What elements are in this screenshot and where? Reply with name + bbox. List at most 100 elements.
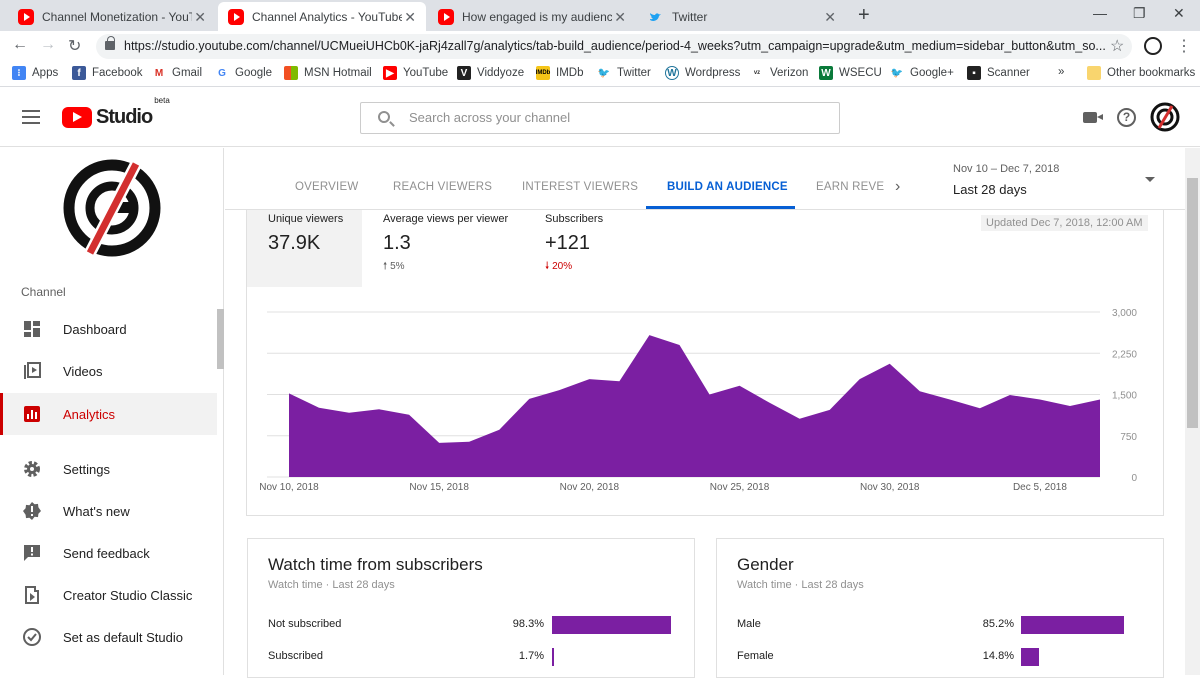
bookmark-label: IMDb: [556, 67, 584, 79]
back-arrow-icon[interactable]: ←: [12, 36, 28, 53]
bookmark-label: WSECU: [839, 67, 882, 79]
bookmark-google-plus[interactable]: 🐦 Google+: [890, 66, 954, 80]
bookmark-label: Apps: [32, 67, 59, 79]
row-label-subscribed: Subscribed: [268, 650, 324, 662]
tab-reach-viewers[interactable]: REACH VIEWERS: [393, 181, 493, 193]
create-video-camera-icon[interactable]: [1083, 112, 1103, 123]
restore-icon[interactable]: ❐: [1133, 5, 1146, 21]
browser-tab-engaged[interactable]: How engaged is my audience? - ✕: [428, 2, 636, 31]
tab-earn-revenue[interactable]: EARN REVE: [816, 181, 885, 193]
metric-label-avg-views[interactable]: Average views per viewer: [383, 213, 509, 225]
bookmark-label: Wordpress: [685, 67, 741, 79]
new-tab-plus-icon[interactable]: +: [858, 4, 870, 26]
bar-subscribed[interactable]: [552, 648, 554, 666]
sidebar-item-creator-studio-classic[interactable]: Creator Studio Classic: [0, 574, 217, 616]
sidebar-item-label: Set as default Studio: [63, 629, 183, 645]
bookmark-gmail[interactable]: M Gmail: [152, 66, 202, 80]
metric-label-unique-viewers: Unique viewers: [268, 213, 344, 225]
close-icon[interactable]: ✕: [194, 9, 206, 25]
address-bar[interactable]: https://studio.youtube.com/channel/UCMue…: [96, 34, 1132, 59]
sidebar-item-whats-new[interactable]: What's new: [0, 490, 217, 532]
bookmark-label: MSN Hotmail: [304, 67, 372, 79]
bookmark-wsecu[interactable]: W WSECU: [819, 66, 882, 80]
bookmark-scanner[interactable]: ▪ Scanner: [967, 66, 1030, 80]
youtube-favicon-icon: [438, 8, 454, 25]
bookmark-imdb[interactable]: IMDb IMDb: [536, 66, 583, 80]
tab-overview[interactable]: OVERVIEW: [295, 181, 359, 193]
row-value-subscribed: 1.7%: [518, 650, 544, 662]
close-icon[interactable]: ✕: [824, 9, 836, 25]
bookmark-apps[interactable]: ⁝ Apps: [12, 66, 58, 80]
bookmark-wordpress[interactable]: W Wordpress: [665, 66, 740, 80]
page-scrollbar-thumb[interactable]: [1187, 178, 1198, 428]
bookmark-label: Google: [235, 67, 273, 79]
kebab-menu-icon[interactable]: ⋮: [1176, 38, 1192, 55]
y-tick-label: 2,250: [1112, 349, 1137, 360]
reload-icon[interactable]: ↻: [68, 38, 82, 55]
window-close-icon[interactable]: ✕: [1173, 5, 1185, 21]
tab-build-an-audience[interactable]: BUILD AN AUDIENCE: [667, 181, 788, 193]
bookmark-facebook[interactable]: f Facebook: [72, 66, 143, 80]
bookmark-label: YouTube: [403, 67, 449, 79]
youtube-icon: ▶: [383, 66, 397, 80]
minimize-icon[interactable]: —: [1093, 5, 1107, 21]
bookmark-youtube[interactable]: ▶ YouTube: [383, 66, 448, 80]
browser-tab-analytics[interactable]: Channel Analytics - YouTube Stu ✕: [218, 2, 426, 31]
browser-profile-avatar[interactable]: [1144, 37, 1162, 55]
sidebar-item-dashboard[interactable]: Dashboard: [0, 308, 217, 350]
hamburger-menu-icon[interactable]: [22, 110, 40, 124]
twitter-icon: 🐦: [597, 66, 611, 80]
close-icon[interactable]: ✕: [404, 9, 416, 25]
card-title: Gender: [737, 555, 794, 574]
bar-male[interactable]: [1021, 616, 1124, 634]
metric-label-subscribers[interactable]: Subscribers: [545, 213, 604, 225]
search-input[interactable]: Search across your channel: [360, 102, 840, 134]
sidebar-item-label: Send feedback: [63, 545, 150, 561]
chevron-down-icon[interactable]: [1145, 177, 1155, 182]
bar-not-subscribed[interactable]: [552, 616, 671, 634]
browser-tab-monetization[interactable]: Channel Monetization - YouTube ✕: [8, 2, 216, 31]
twitter-favicon-icon: [648, 9, 664, 25]
date-range-dates[interactable]: Nov 10 – Dec 7, 2018: [953, 163, 1060, 175]
bookmark-twitter[interactable]: 🐦 Twitter: [597, 66, 651, 80]
bookmark-viddyoze[interactable]: V Viddyoze: [457, 66, 524, 80]
chevron-right-icon[interactable]: ›: [895, 178, 901, 195]
google-icon: G: [215, 66, 229, 80]
unique-viewers-area-chart[interactable]: 3,000 2,250 1,500 750 0 Nov 10, 2018 Nov 15, …: [247, 300, 1163, 500]
bookmark-msn-hotmail[interactable]: MSN Hotmail: [284, 66, 372, 80]
sidebar-item-settings[interactable]: Settings: [0, 448, 217, 490]
account-avatar[interactable]: [1150, 102, 1180, 132]
studio-logo[interactable]: Studio beta: [62, 96, 170, 129]
delta-text: 5%: [390, 261, 405, 272]
bookmarks-overflow-chevron[interactable]: »: [1058, 66, 1065, 78]
sidebar-item-label: Videos: [63, 363, 103, 379]
bookmark-other[interactable]: Other bookmarks: [1087, 66, 1195, 80]
facebook-icon: f: [72, 66, 86, 80]
youtube-favicon-icon: [228, 8, 244, 25]
bookmark-star-icon[interactable]: ☆: [1110, 38, 1125, 55]
browser-tab-twitter[interactable]: Twitter ✕: [638, 2, 846, 31]
channel-avatar[interactable]: [62, 158, 162, 258]
x-tick-label: Dec 5, 2018: [1013, 482, 1067, 493]
bookmark-google[interactable]: G Google: [215, 66, 272, 80]
forward-arrow-icon[interactable]: →: [40, 36, 56, 53]
help-icon[interactable]: ?: [1117, 108, 1136, 127]
selected-metric-highlight[interactable]: [247, 210, 362, 287]
verizon-icon: vz: [750, 66, 764, 80]
delta-text: 20%: [552, 261, 573, 272]
sidebar-item-analytics[interactable]: Analytics: [0, 393, 217, 435]
logo-text: Studio: [96, 106, 153, 128]
sidebar-item-set-default[interactable]: Set as default Studio: [0, 616, 217, 658]
close-icon[interactable]: ✕: [614, 9, 626, 25]
sidebar-scrollbar[interactable]: [217, 309, 224, 369]
bookmark-verizon[interactable]: vz Verizon: [750, 66, 808, 80]
x-tick-label: Nov 30, 2018: [860, 482, 920, 493]
sidebar-item-send-feedback[interactable]: Send feedback: [0, 532, 217, 574]
bar-female[interactable]: [1021, 648, 1039, 666]
tab-interest-viewers[interactable]: INTEREST VIEWERS: [522, 181, 639, 193]
x-tick-label: Nov 10, 2018: [259, 482, 319, 493]
youtube-logo-icon: [62, 107, 92, 128]
date-range-label[interactable]: Last 28 days: [953, 182, 1027, 197]
row-label-male: Male: [737, 618, 761, 630]
sidebar-item-videos[interactable]: Videos: [0, 350, 217, 392]
